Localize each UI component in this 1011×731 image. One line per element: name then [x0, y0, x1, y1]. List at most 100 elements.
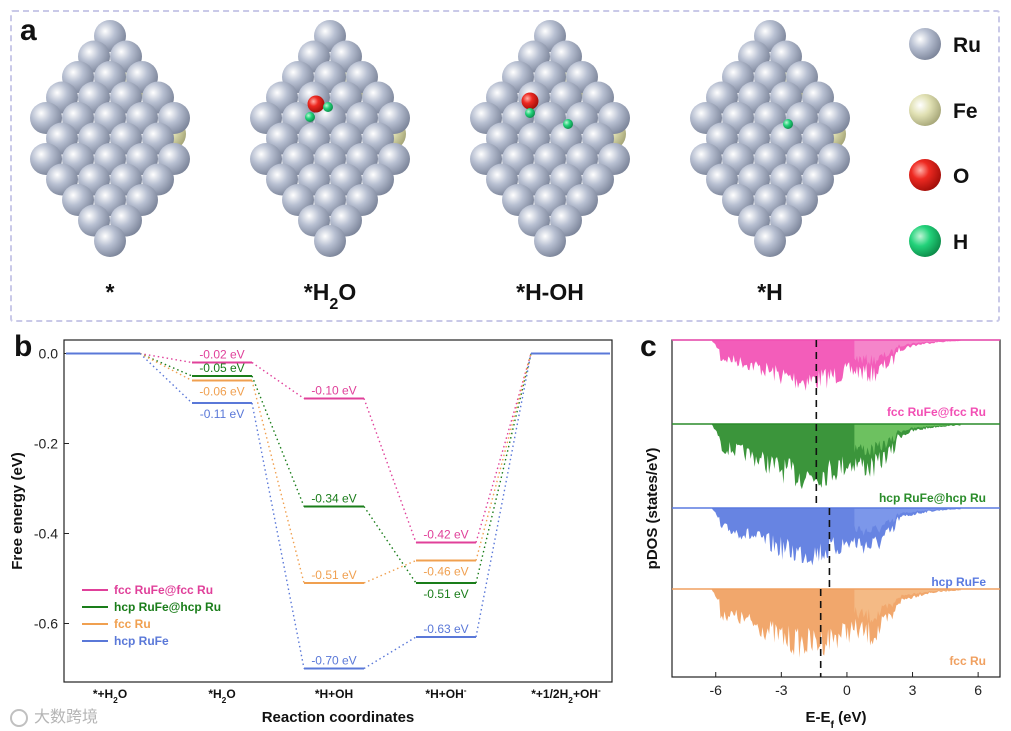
- energy-value-label: -0.34 eV: [311, 492, 356, 506]
- h-atom: [783, 119, 793, 129]
- pdos-hcp-rufe-hcp-ru: hcp RuFe@hcp Ru: [672, 423, 1000, 508]
- energy-value-label: -0.05 eV: [199, 361, 244, 375]
- x-axis-label-c: E-Ef (eV): [805, 709, 866, 731]
- pdos-fill: [711, 340, 961, 391]
- legend-fe-label: Fe: [953, 100, 978, 123]
- legend-label: hcp RuFe@hcp Ru: [114, 600, 221, 614]
- plot-frame-b: [63, 339, 613, 683]
- ru-atom: [754, 225, 786, 257]
- connector-line: [251, 380, 305, 584]
- x-category-label: *+H2O: [93, 687, 127, 705]
- connector-line: [363, 559, 417, 584]
- h-atom: [305, 112, 315, 122]
- y-axis-label-c: pDOS (states/eV): [644, 448, 661, 570]
- legend-h-label: H: [953, 231, 968, 254]
- x-tick-label: 3: [909, 682, 917, 698]
- legend-label: fcc RuFe@fcc Ru: [114, 583, 213, 597]
- legend-ru-icon: [909, 28, 941, 60]
- energy-value-label: -0.02 eV: [199, 348, 244, 362]
- connector-line: [475, 353, 532, 638]
- structure-label: *H-OH: [516, 279, 584, 305]
- pdos-hcp-rufe: hcp RuFe: [672, 507, 1000, 589]
- h-atom: [525, 108, 535, 118]
- connector-line: [475, 353, 532, 584]
- structure-label: *H: [757, 279, 783, 305]
- energy-value-label: -0.10 eV: [311, 384, 356, 398]
- pdos-series-label: hcp RuFe: [931, 575, 986, 589]
- structure-label: *H2O: [304, 279, 356, 313]
- energy-value-label: -0.51 eV: [311, 568, 356, 582]
- pdos-fill-light: [854, 508, 961, 536]
- structure-label: *: [106, 279, 115, 305]
- y-tick-label: -0.2: [34, 436, 58, 452]
- connector-line: [475, 353, 532, 561]
- panel-a-frame: [10, 10, 1000, 322]
- pdos-fill: [711, 589, 961, 658]
- watermark: 大数跨境: [10, 703, 98, 727]
- series-hcp-rufe: -0.11 eV -0.70 eV -0.63 eV: [66, 352, 610, 670]
- connector-line: [363, 506, 417, 584]
- legend-o-icon: [909, 159, 941, 191]
- panel-a-letter: a: [20, 14, 37, 47]
- energy-value-label: -0.46 eV: [423, 565, 468, 579]
- connector-line: [475, 353, 532, 543]
- connector-line: [363, 636, 417, 670]
- connector-line: [139, 352, 193, 382]
- legend-h-icon: [909, 225, 941, 257]
- y-axis-label: Free energy (eV): [9, 452, 26, 570]
- connector-line: [251, 402, 305, 669]
- series-fcc-ru: -0.06 eV -0.51 eV -0.46 eV: [66, 352, 610, 584]
- panel-c-letter: c: [640, 330, 657, 363]
- pdos-fill: [711, 508, 961, 566]
- panel-b-letter: b: [14, 330, 33, 363]
- connector-line: [363, 398, 417, 543]
- h-atom: [563, 119, 573, 129]
- y-tick-label: 0.0: [39, 346, 59, 362]
- legend-label: fcc Ru: [114, 617, 151, 631]
- watermark-logo-icon: [10, 708, 28, 727]
- energy-value-label: -0.63 eV: [423, 622, 468, 636]
- pdos-fcc-ru: fcc Ru: [672, 588, 1000, 677]
- x-category-label: *H+OH: [315, 687, 353, 701]
- x-category-label: *H2O: [208, 687, 235, 705]
- energy-value-label: -0.51 eV: [423, 587, 468, 601]
- energy-value-label: -0.70 eV: [311, 654, 356, 668]
- pdos-fcc-rufe-fcc-ru: fcc RuFe@fcc Ru: [672, 339, 1000, 424]
- ru-atom: [94, 225, 126, 257]
- legend-o-label: O: [953, 165, 969, 188]
- pdos-series-label: hcp RuFe@hcp Ru: [879, 491, 986, 505]
- ru-atom: [534, 225, 566, 257]
- x-axis-label: Reaction coordinates: [262, 709, 415, 726]
- connector-line: [251, 375, 305, 507]
- pdos-series-label: fcc Ru: [949, 654, 986, 668]
- series-fcc-rufe-fcc-ru: -0.02 eV -0.10 eV -0.42 eV: [66, 348, 610, 544]
- x-category-label: *+1/2H2+OH-: [531, 685, 601, 705]
- legend-label: hcp RuFe: [114, 634, 169, 648]
- x-tick-label: 0: [843, 682, 851, 698]
- y-tick-label: -0.4: [34, 526, 58, 542]
- x-category-label: *H+OH-: [425, 685, 466, 701]
- h-atom: [323, 102, 333, 112]
- x-tick-label: -6: [710, 682, 723, 698]
- pdos-fill-light: [854, 589, 961, 623]
- x-tick-label: -3: [775, 682, 788, 698]
- legend-ru-label: Ru: [953, 34, 981, 57]
- energy-value-label: -0.11 eV: [200, 407, 244, 421]
- energy-value-label: -0.06 eV: [199, 385, 244, 399]
- connector-line: [251, 361, 305, 400]
- legend-fe-icon: [909, 94, 941, 126]
- pdos-fill-light: [854, 424, 961, 456]
- connector-line: [139, 352, 193, 364]
- ru-atom: [314, 225, 346, 257]
- pdos-fill: [711, 424, 961, 490]
- x-tick-label: 6: [974, 682, 982, 698]
- connector-line: [139, 352, 193, 404]
- energy-value-label: -0.42 eV: [423, 528, 468, 542]
- pdos-series-label: fcc RuFe@fcc Ru: [887, 405, 986, 419]
- y-tick-label: -0.6: [34, 616, 58, 632]
- pdos-fill-light: [854, 340, 961, 366]
- watermark-text: 大数跨境: [34, 707, 99, 726]
- connector-line: [139, 352, 193, 377]
- o-atom: [307, 95, 325, 113]
